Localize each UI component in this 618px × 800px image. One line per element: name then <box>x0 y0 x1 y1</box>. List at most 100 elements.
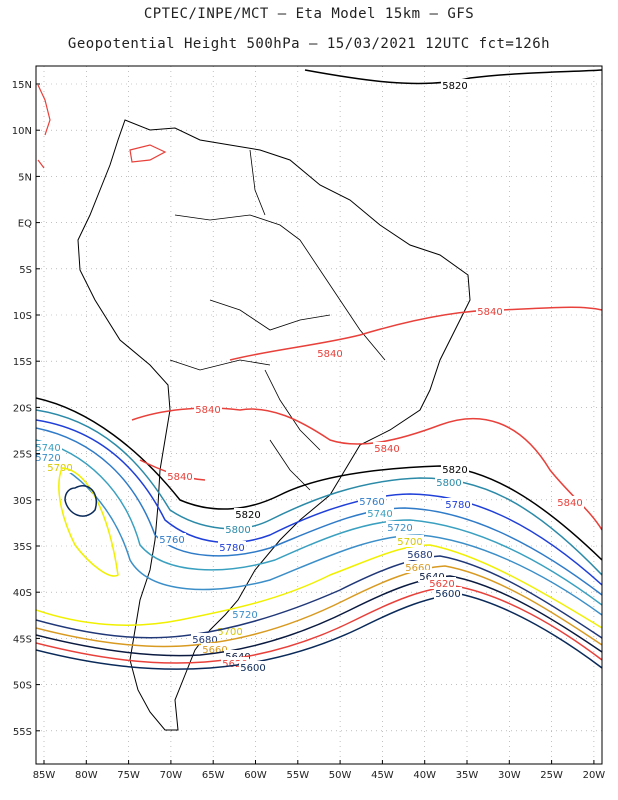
contour-label-bg <box>556 496 584 508</box>
contour-label-bg <box>224 523 252 535</box>
country-borders <box>169 149 386 491</box>
contour-label-bg <box>36 441 62 453</box>
lon-tick-label: 55W <box>286 770 309 781</box>
contour-label-bg <box>435 476 463 488</box>
contour-5840 <box>229 306 602 361</box>
contour-label-bg <box>396 535 424 547</box>
contour-label-5740: 5740 <box>367 509 392 520</box>
contour-label-bg <box>366 507 394 519</box>
contour-label-bg <box>406 548 434 560</box>
contour-label-5720: 5720 <box>232 610 257 621</box>
lon-tick-label: 70W <box>160 770 183 781</box>
contour-5700 <box>36 544 602 629</box>
lat-tick-label: 10S <box>13 311 32 322</box>
contour-label-bg <box>358 495 386 507</box>
lat-tick-label: 30S <box>13 496 32 507</box>
contour-label-bg <box>386 521 414 533</box>
contour-label-5620: 5620 <box>429 579 454 590</box>
contour-label-5840: 5840 <box>374 444 399 455</box>
contour-5700 <box>58 467 119 577</box>
contour-label-bg <box>36 451 62 463</box>
contour-5600 <box>64 485 97 517</box>
lon-tick-label: 30W <box>498 770 521 781</box>
contour-5760 <box>36 427 602 596</box>
contour-label-5780: 5780 <box>445 500 470 511</box>
contour-5740 <box>36 439 602 606</box>
contour-label-bg <box>441 79 469 91</box>
contour-label-5680: 5680 <box>192 635 217 646</box>
lat-tick-label: 45S <box>13 634 32 645</box>
contour-label-5700: 5700 <box>397 537 422 548</box>
lat-tick-label: 5N <box>18 172 32 183</box>
lon-tick-label: 20W <box>583 770 606 781</box>
contour-label-bg <box>434 587 462 599</box>
contour-label-5740: 5740 <box>35 443 60 454</box>
lat-tick-label: 20S <box>13 403 32 414</box>
contour-label-5660: 5660 <box>202 645 227 656</box>
map-frame <box>35 65 603 765</box>
contour-label-bg <box>239 661 267 673</box>
caribbean-coast <box>37 84 167 169</box>
contour-label-5800: 5800 <box>225 525 250 536</box>
lat-tick-label: 15S <box>13 357 32 368</box>
lat-tick-label: 10N <box>12 126 32 137</box>
contour-label-5620: 5620 <box>222 659 247 670</box>
lon-tick-label: 35W <box>456 770 479 781</box>
lon-tick-label: 65W <box>202 770 225 781</box>
contour-label-5760: 5760 <box>359 497 384 508</box>
contour-5820 <box>36 397 602 561</box>
contour-5720 <box>36 454 602 616</box>
contour-label-bg <box>476 305 504 317</box>
contour-label-bg <box>191 633 219 645</box>
contour-label-5840: 5840 <box>167 472 192 483</box>
contour-5600 <box>36 593 602 670</box>
contour-label-bg <box>166 470 194 482</box>
contour-label-5840: 5840 <box>557 498 582 509</box>
lon-tick-label: 45W <box>371 770 394 781</box>
continent-outline <box>77 119 471 731</box>
contour-label-5760: 5760 <box>159 535 184 546</box>
lat-tick-label: 50S <box>13 681 32 692</box>
contour-label-bg <box>428 577 456 589</box>
contour-label-5820: 5820 <box>442 81 467 92</box>
contour-label-bg <box>441 463 469 475</box>
lon-tick-label: 75W <box>117 770 140 781</box>
lat-tick-label: 5S <box>19 265 32 276</box>
contour-5780 <box>36 419 602 586</box>
contour-label-5820: 5820 <box>442 465 467 476</box>
contour-5800 <box>36 409 602 576</box>
contour-label-bg <box>316 347 344 359</box>
contour-label-5840: 5840 <box>317 349 342 360</box>
lon-tick-label: 25W <box>540 770 563 781</box>
contour-label-bg <box>194 403 222 415</box>
contour-label-bg <box>373 442 401 454</box>
contour-label-5680: 5680 <box>407 550 432 561</box>
contour-label-bg <box>234 508 262 520</box>
contour-5680 <box>36 555 602 639</box>
map-subtitle: Geopotential Height 500hPa – 15/03/2021 … <box>67 36 551 52</box>
contour-label-5780: 5780 <box>219 543 244 554</box>
lon-tick-label: 50W <box>329 770 352 781</box>
contour-label-5840: 5840 <box>195 405 220 416</box>
contour-label-5660: 5660 <box>405 563 430 574</box>
contour-5640 <box>36 575 602 657</box>
contour-label-5600: 5600 <box>240 663 265 674</box>
contour-label-bg <box>444 498 472 510</box>
contour-5660 <box>36 565 602 648</box>
contour-label-5720: 5720 <box>387 523 412 534</box>
lon-tick-label: 80W <box>75 770 98 781</box>
lon-tick-label: 40W <box>413 770 436 781</box>
contour-label-bg <box>231 608 259 620</box>
lat-tick-label: EQ <box>18 219 32 230</box>
contour-label-bg <box>218 541 246 553</box>
lon-tick-label: 60W <box>244 770 267 781</box>
contour-label-bg <box>158 533 186 545</box>
lat-tick-label: 25S <box>13 450 32 461</box>
contour-label-bg <box>216 625 244 637</box>
map-title: CPTEC/INPE/MCT – Eta Model 15km – GFS <box>143 6 475 22</box>
contour-label-5720: 5720 <box>35 453 60 464</box>
contour-label-5700: 5700 <box>217 627 242 638</box>
contour-label-5800: 5800 <box>436 478 461 489</box>
contour-5620 <box>36 585 602 664</box>
